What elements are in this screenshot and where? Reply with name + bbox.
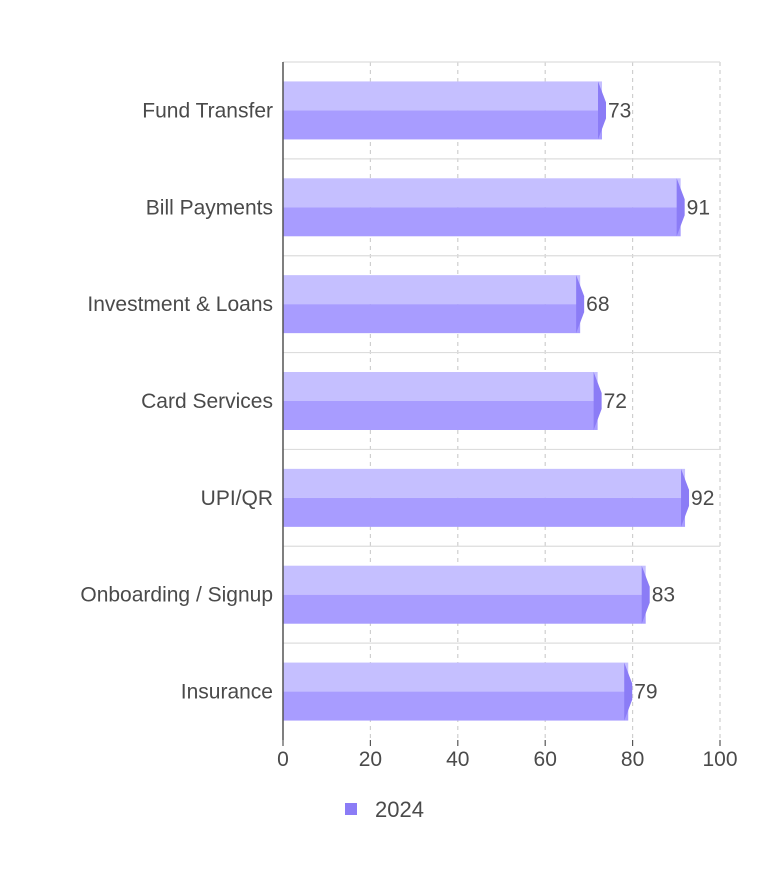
category-label: UPI/QR xyxy=(201,487,273,510)
category-label: Card Services xyxy=(141,390,273,413)
bar[interactable] xyxy=(283,372,602,430)
bar-bottom-face xyxy=(283,207,681,237)
bar[interactable] xyxy=(283,662,633,721)
value-label: 73 xyxy=(608,99,631,122)
value-label: 79 xyxy=(634,681,657,704)
bar-bottom-face xyxy=(283,691,629,721)
bar-bottom-face xyxy=(283,304,581,334)
bar-tip xyxy=(593,372,602,430)
bar-tip xyxy=(641,565,650,624)
bar-top-face xyxy=(283,275,581,305)
x-tick-label: 20 xyxy=(359,748,382,771)
value-label: 72 xyxy=(604,390,627,413)
bar-top-face xyxy=(283,178,681,208)
bar[interactable] xyxy=(283,565,650,624)
bar-tip xyxy=(598,81,607,140)
category-label: Investment & Loans xyxy=(87,293,273,316)
bars-layer xyxy=(283,81,690,721)
labels-layer: Fund Transfer 73 Bill Payments 91 Investment… xyxy=(80,99,714,703)
bar-top-face xyxy=(283,565,646,595)
bar[interactable] xyxy=(283,178,685,237)
x-tick-label: 80 xyxy=(621,748,644,771)
x-tick-label: 0 xyxy=(277,748,289,771)
bar-tip xyxy=(624,662,633,721)
x-tick-label: 40 xyxy=(446,748,469,771)
value-label: 83 xyxy=(652,584,675,607)
legend[interactable]: 2024 xyxy=(345,797,424,822)
bar-top-face xyxy=(283,662,629,692)
bar-bottom-face xyxy=(283,497,686,527)
bar-tip xyxy=(676,178,685,237)
x-tick-label: 100 xyxy=(702,748,737,771)
bar-top-face xyxy=(283,372,598,401)
bar-top-face xyxy=(283,468,686,498)
bar[interactable] xyxy=(283,81,607,140)
bar[interactable] xyxy=(283,468,690,527)
category-label: Fund Transfer xyxy=(142,99,273,122)
bar-bottom-face xyxy=(283,401,598,430)
bar-tip xyxy=(681,468,690,527)
bar[interactable] xyxy=(283,275,585,334)
axis-layer: 0 20 40 60 80 100 xyxy=(277,62,738,771)
x-tick-label: 60 xyxy=(534,748,557,771)
value-label: 91 xyxy=(687,196,710,219)
legend-marker[interactable] xyxy=(345,803,357,815)
category-label: Bill Payments xyxy=(146,196,273,219)
category-label: Insurance xyxy=(181,681,273,704)
bar-top-face xyxy=(283,81,603,111)
category-label: Onboarding / Signup xyxy=(80,584,273,607)
value-label: 92 xyxy=(691,487,714,510)
bar-tip xyxy=(576,275,585,334)
legend-label[interactable]: 2024 xyxy=(375,797,424,822)
bar-bottom-face xyxy=(283,110,603,140)
value-label: 68 xyxy=(586,293,609,316)
bar-bottom-face xyxy=(283,594,646,624)
